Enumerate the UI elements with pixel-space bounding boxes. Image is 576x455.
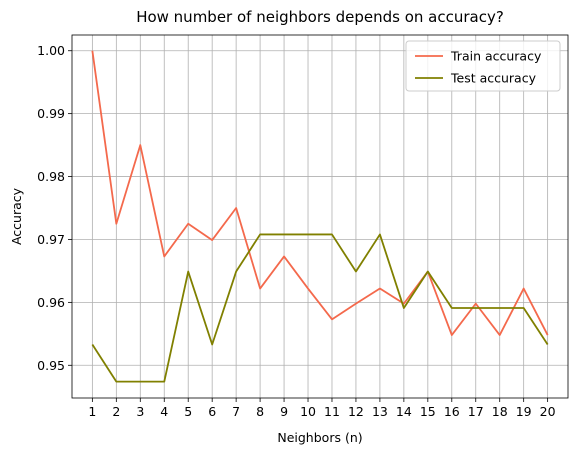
x-tick-label: 19: [516, 404, 532, 419]
x-axis-ticks: 1 2 3 4 5 6 7 8 9 10 11 12 13 14 15 16 17 18 19 20: [88, 398, 556, 419]
legend-label-train-accuracy: Train accuracy: [450, 49, 542, 64]
y-tick-label: 0.98: [37, 169, 65, 184]
series-lines: [91, 50, 549, 383]
x-tick-label: 9: [280, 404, 288, 419]
x-tick-label: 17: [468, 404, 484, 419]
x-tick-label: 20: [540, 404, 556, 419]
x-tick-label: 5: [184, 404, 192, 419]
x-tick-label: 11: [324, 404, 340, 419]
legend: Train accuracy Test accuracy: [405, 40, 561, 92]
x-tick-label: 10: [300, 404, 316, 419]
y-tick-label: 0.95: [37, 358, 65, 373]
x-tick-label: 1: [88, 404, 96, 419]
x-tick-label: 15: [420, 404, 436, 419]
x-tick-label: 13: [372, 404, 388, 419]
y-tick-label: 1.00: [37, 43, 65, 58]
series-line-test-accuracy: [91, 233, 549, 383]
x-tick-label: 18: [492, 404, 508, 419]
chart-title: How number of neighbors depends on accur…: [136, 8, 504, 26]
x-tick-label: 3: [136, 404, 144, 419]
legend-label-test-accuracy: Test accuracy: [450, 71, 537, 86]
plot-frame: [71, 34, 569, 399]
x-tick-label: 7: [232, 404, 240, 419]
x-tick-label: 4: [160, 404, 168, 419]
y-tick-label: 0.96: [37, 295, 65, 310]
y-axis-ticks: 0.95 0.96 0.97 0.98 0.99 1.00: [37, 43, 72, 373]
y-tick-label: 0.97: [37, 232, 65, 247]
x-tick-label: 14: [396, 404, 412, 419]
y-tick-label: 0.99: [37, 106, 65, 121]
x-tick-label: 12: [348, 404, 364, 419]
x-axis-label: Neighbors (n): [277, 430, 362, 445]
legend-box: [405, 40, 561, 92]
x-tick-label: 6: [208, 404, 216, 419]
x-tick-label: 16: [444, 404, 460, 419]
x-tick-label: 2: [112, 404, 120, 419]
y-axis-label: Accuracy: [9, 187, 24, 245]
x-tick-label: 8: [256, 404, 264, 419]
